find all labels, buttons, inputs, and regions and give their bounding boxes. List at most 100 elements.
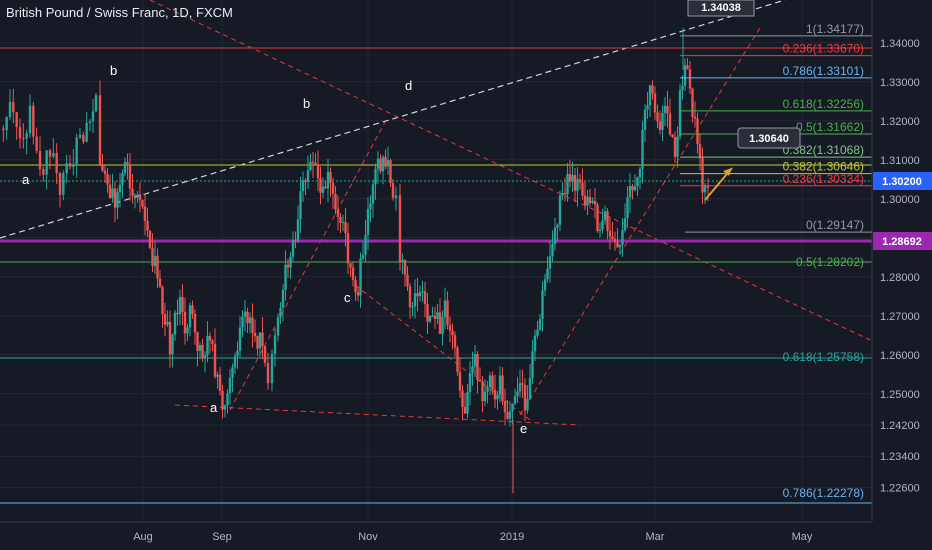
candle-body xyxy=(75,137,78,165)
candle-body xyxy=(78,134,82,138)
candle-body xyxy=(261,332,264,347)
candle-body xyxy=(198,345,202,351)
candle-body xyxy=(401,259,404,263)
dashed-trendline-down xyxy=(149,0,871,341)
candle-body xyxy=(306,170,310,183)
candle-body xyxy=(246,311,249,324)
candle-body xyxy=(483,391,487,402)
candle-body xyxy=(473,354,477,367)
candle-body xyxy=(458,372,462,391)
chart-title: British Pound / Swiss Franc, 1D, FXCM xyxy=(6,5,233,20)
candle-body xyxy=(581,182,584,196)
candle-body xyxy=(324,186,327,189)
y-tick-label: 1.27000 xyxy=(880,311,920,323)
y-tick-label: 1.30000 xyxy=(880,194,920,206)
candle-body xyxy=(486,387,489,392)
candle-body xyxy=(238,327,242,351)
candle-body xyxy=(228,377,232,394)
candle-body xyxy=(12,101,15,113)
candle-body xyxy=(72,164,75,167)
candle-body xyxy=(636,177,639,187)
candle-body xyxy=(648,85,652,106)
candle-body xyxy=(94,95,98,112)
candles xyxy=(2,28,710,493)
x-tick-label: May xyxy=(792,531,813,543)
candle-body xyxy=(521,383,524,385)
y-tick-label: 1.26000 xyxy=(880,350,920,362)
candle-body xyxy=(346,233,350,264)
candle-body xyxy=(418,291,422,297)
candle-body xyxy=(356,292,360,296)
candle-body xyxy=(628,186,632,198)
candle-body xyxy=(226,393,229,406)
fib-label: 0.786(1.33101) xyxy=(783,64,864,78)
chart-drawings xyxy=(0,0,872,504)
candle-body xyxy=(158,278,162,287)
candle-body xyxy=(263,346,267,363)
candle-body xyxy=(576,179,579,191)
candle-body xyxy=(448,325,452,331)
candle-body xyxy=(309,161,312,171)
candle-body xyxy=(411,306,414,308)
candle-body xyxy=(561,192,564,196)
candle-body xyxy=(251,317,254,333)
candle-body xyxy=(279,307,282,318)
candle-body xyxy=(706,185,710,188)
candle-body xyxy=(314,162,317,165)
candle-body xyxy=(606,211,609,231)
fib-label: 0(1.29147) xyxy=(806,218,864,232)
candle-body xyxy=(406,274,409,287)
candle-body xyxy=(103,170,107,174)
candle-body xyxy=(481,381,484,402)
candle-body xyxy=(518,383,522,392)
candle-body xyxy=(598,229,602,231)
candle-body xyxy=(319,178,322,193)
candle-body xyxy=(633,186,637,191)
candle-body xyxy=(691,88,694,117)
candle-body xyxy=(431,315,434,317)
candle-body xyxy=(243,311,247,317)
candle-body xyxy=(389,160,392,183)
candle-body xyxy=(578,179,582,183)
candle-body xyxy=(651,85,654,94)
candle-body xyxy=(403,259,407,275)
candle-body xyxy=(366,209,370,235)
ma-price-tag-label: 1.28692 xyxy=(882,236,922,248)
candle-body xyxy=(423,291,427,305)
candle-body xyxy=(65,163,68,174)
candle-body xyxy=(413,293,417,307)
candle-body xyxy=(91,111,95,122)
candle-body xyxy=(143,206,147,221)
candle-body xyxy=(526,399,529,411)
candle-body xyxy=(82,134,85,142)
candle-body xyxy=(588,196,592,204)
y-tick-label: 1.23400 xyxy=(880,451,920,463)
candle-body xyxy=(241,316,244,328)
candle-body xyxy=(218,374,222,391)
wave-label: b xyxy=(110,63,117,78)
candle-body xyxy=(493,389,497,400)
candle-body xyxy=(361,254,365,259)
candle-body xyxy=(151,247,154,266)
candle-body xyxy=(621,230,624,245)
candle-body xyxy=(408,286,412,308)
y-tick-label: 1.25000 xyxy=(880,389,920,401)
candle-body xyxy=(369,203,372,210)
wave-label: b xyxy=(303,96,310,111)
candle-body xyxy=(136,194,139,196)
wave-labels: a b b d c a e 1.30640 1.34038 xyxy=(22,0,801,436)
candle-body xyxy=(286,264,290,268)
candle-body xyxy=(508,411,512,419)
candle-body xyxy=(188,305,192,328)
candle-body xyxy=(354,279,357,293)
dashed-trendline-e xyxy=(354,284,531,421)
candle-body xyxy=(329,171,332,183)
candle-body xyxy=(666,105,669,114)
candle-body xyxy=(291,240,295,257)
y-tick-label: 1.33000 xyxy=(880,77,920,89)
candle-body xyxy=(153,255,157,266)
candle-body xyxy=(321,186,325,193)
candle-body xyxy=(416,293,419,297)
target-arrow-head xyxy=(723,168,732,176)
